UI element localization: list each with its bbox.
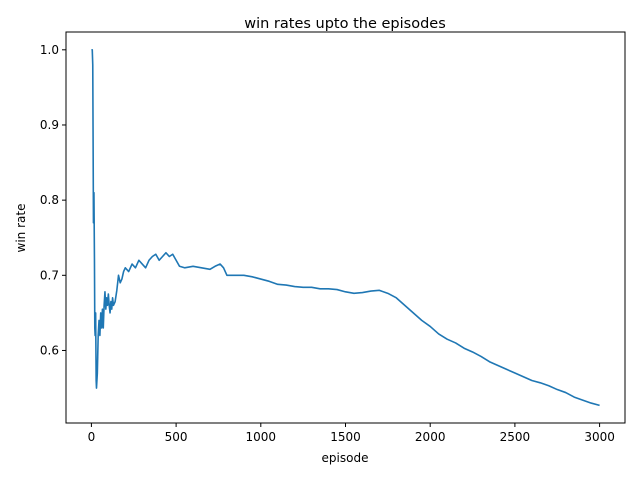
x-tick-label: 2000 [415,430,446,444]
x-axis-label: episode [322,451,369,465]
x-tick-label: 0 [88,430,96,444]
y-axis: 0.6 0.7 0.8 0.9 1.0 [40,43,66,357]
x-tick-label: 500 [165,430,188,444]
win-rate-series-line [91,49,600,407]
y-tick-label: 1.0 [40,43,59,57]
y-axis-label: win rate [14,204,28,253]
x-tick-label: 3000 [584,430,615,444]
y-tick-label: 0.6 [40,343,59,357]
x-tick-label: 1000 [246,430,277,444]
chart-title: win rates upto the episodes [244,16,446,32]
y-tick-label: 0.9 [40,118,59,132]
x-tick-label: 2500 [500,430,531,444]
series-layer [91,49,600,407]
x-axis: 0 500 1000 1500 2000 2500 3000 [88,423,615,444]
y-tick-label: 0.7 [40,268,59,282]
x-tick-label: 1500 [330,430,361,444]
y-tick-label: 0.8 [40,193,59,207]
